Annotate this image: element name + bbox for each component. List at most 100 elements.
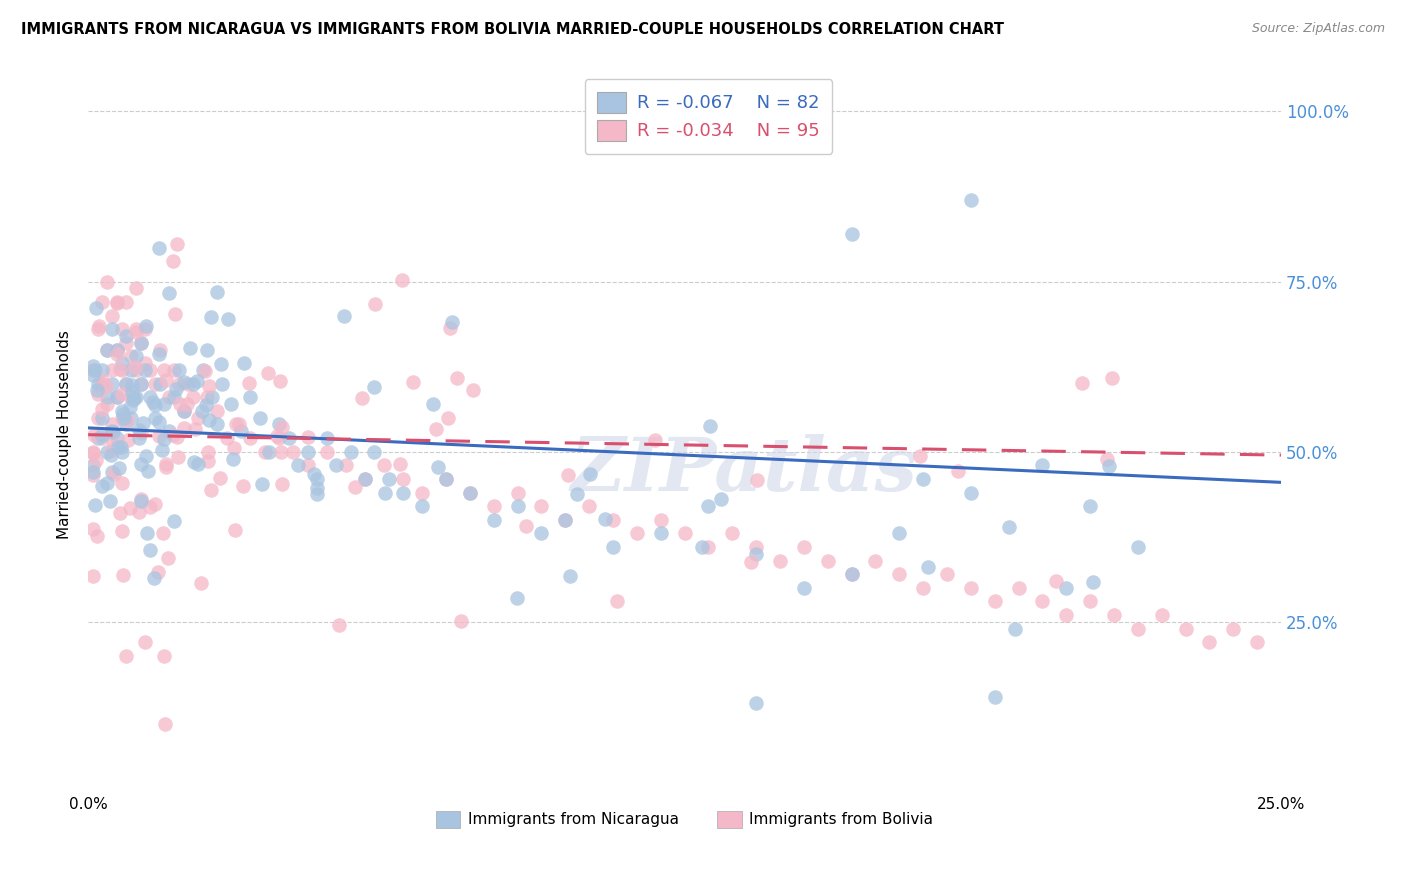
Point: [436, 410, 458, 425]
Point: [328, 617, 350, 632]
Point: [745, 547, 768, 561]
Point: [256, 366, 278, 380]
Point: [84, 301, 107, 315]
Point: [697, 499, 720, 513]
Point: [1083, 574, 1105, 589]
Point: [1045, 574, 1067, 588]
Point: [225, 417, 247, 432]
Point: [186, 374, 208, 388]
Point: [134, 356, 156, 370]
Point: [177, 376, 200, 391]
Point: [82, 444, 104, 458]
Point: [103, 467, 125, 481]
Point: [1150, 607, 1173, 622]
Point: [374, 485, 396, 500]
Point: [1174, 622, 1197, 636]
Point: [129, 335, 152, 350]
Point: [120, 410, 142, 425]
Point: [238, 376, 260, 390]
Point: [155, 373, 177, 387]
Point: [434, 472, 457, 486]
Point: [297, 444, 319, 458]
Point: [110, 322, 132, 336]
Point: [155, 460, 177, 475]
Point: [560, 568, 582, 582]
Point: [1126, 540, 1149, 554]
Point: [108, 506, 131, 520]
Point: [86, 529, 108, 543]
Point: [1101, 371, 1123, 385]
Point: [377, 472, 399, 486]
Point: [91, 363, 114, 377]
Point: [148, 347, 170, 361]
Point: [458, 485, 481, 500]
Point: [129, 457, 152, 471]
Point: [165, 382, 187, 396]
Point: [224, 523, 246, 537]
Point: [101, 417, 124, 432]
Point: [129, 494, 152, 508]
Point: [143, 571, 166, 585]
Point: [162, 254, 184, 268]
Point: [363, 379, 385, 393]
Point: [209, 357, 232, 371]
Point: [115, 295, 138, 310]
Point: [125, 281, 148, 295]
Point: [1054, 607, 1077, 622]
Point: [115, 376, 138, 391]
Point: [889, 567, 911, 582]
Point: [793, 540, 815, 554]
Point: [650, 513, 672, 527]
Point: [105, 343, 128, 357]
Point: [740, 555, 762, 569]
Point: [335, 458, 357, 473]
Point: [82, 522, 104, 536]
Point: [152, 526, 174, 541]
Point: [271, 420, 294, 434]
Point: [373, 458, 395, 473]
Point: [793, 581, 815, 595]
Point: [402, 375, 425, 389]
Point: [249, 410, 271, 425]
Point: [173, 375, 195, 389]
Point: [120, 390, 142, 404]
Point: [450, 614, 472, 628]
Point: [315, 431, 337, 445]
Point: [84, 363, 107, 377]
Point: [115, 329, 138, 343]
Point: [90, 373, 112, 387]
Point: [135, 319, 157, 334]
Point: [239, 431, 262, 445]
Point: [167, 363, 190, 377]
Point: [86, 383, 108, 397]
Point: [721, 526, 744, 541]
Point: [101, 425, 124, 439]
Point: [644, 433, 666, 447]
Point: [221, 451, 243, 466]
Point: [107, 440, 129, 454]
Point: [253, 444, 276, 458]
Point: [101, 432, 124, 446]
Point: [1198, 635, 1220, 649]
Point: [105, 295, 128, 310]
Point: [165, 307, 187, 321]
Point: [959, 193, 981, 207]
Point: [458, 485, 481, 500]
Point: [302, 467, 325, 482]
Point: [115, 417, 138, 432]
Point: [1095, 451, 1118, 466]
Point: [1031, 458, 1053, 473]
Point: [129, 376, 152, 391]
Point: [162, 427, 184, 442]
Point: [998, 520, 1021, 534]
Point: [148, 429, 170, 443]
Point: [506, 591, 529, 605]
Point: [1098, 459, 1121, 474]
Point: [82, 359, 104, 373]
Point: [307, 472, 329, 486]
Point: [710, 491, 733, 506]
Point: [344, 480, 367, 494]
Point: [155, 716, 177, 731]
Point: [865, 553, 887, 567]
Point: [128, 431, 150, 445]
